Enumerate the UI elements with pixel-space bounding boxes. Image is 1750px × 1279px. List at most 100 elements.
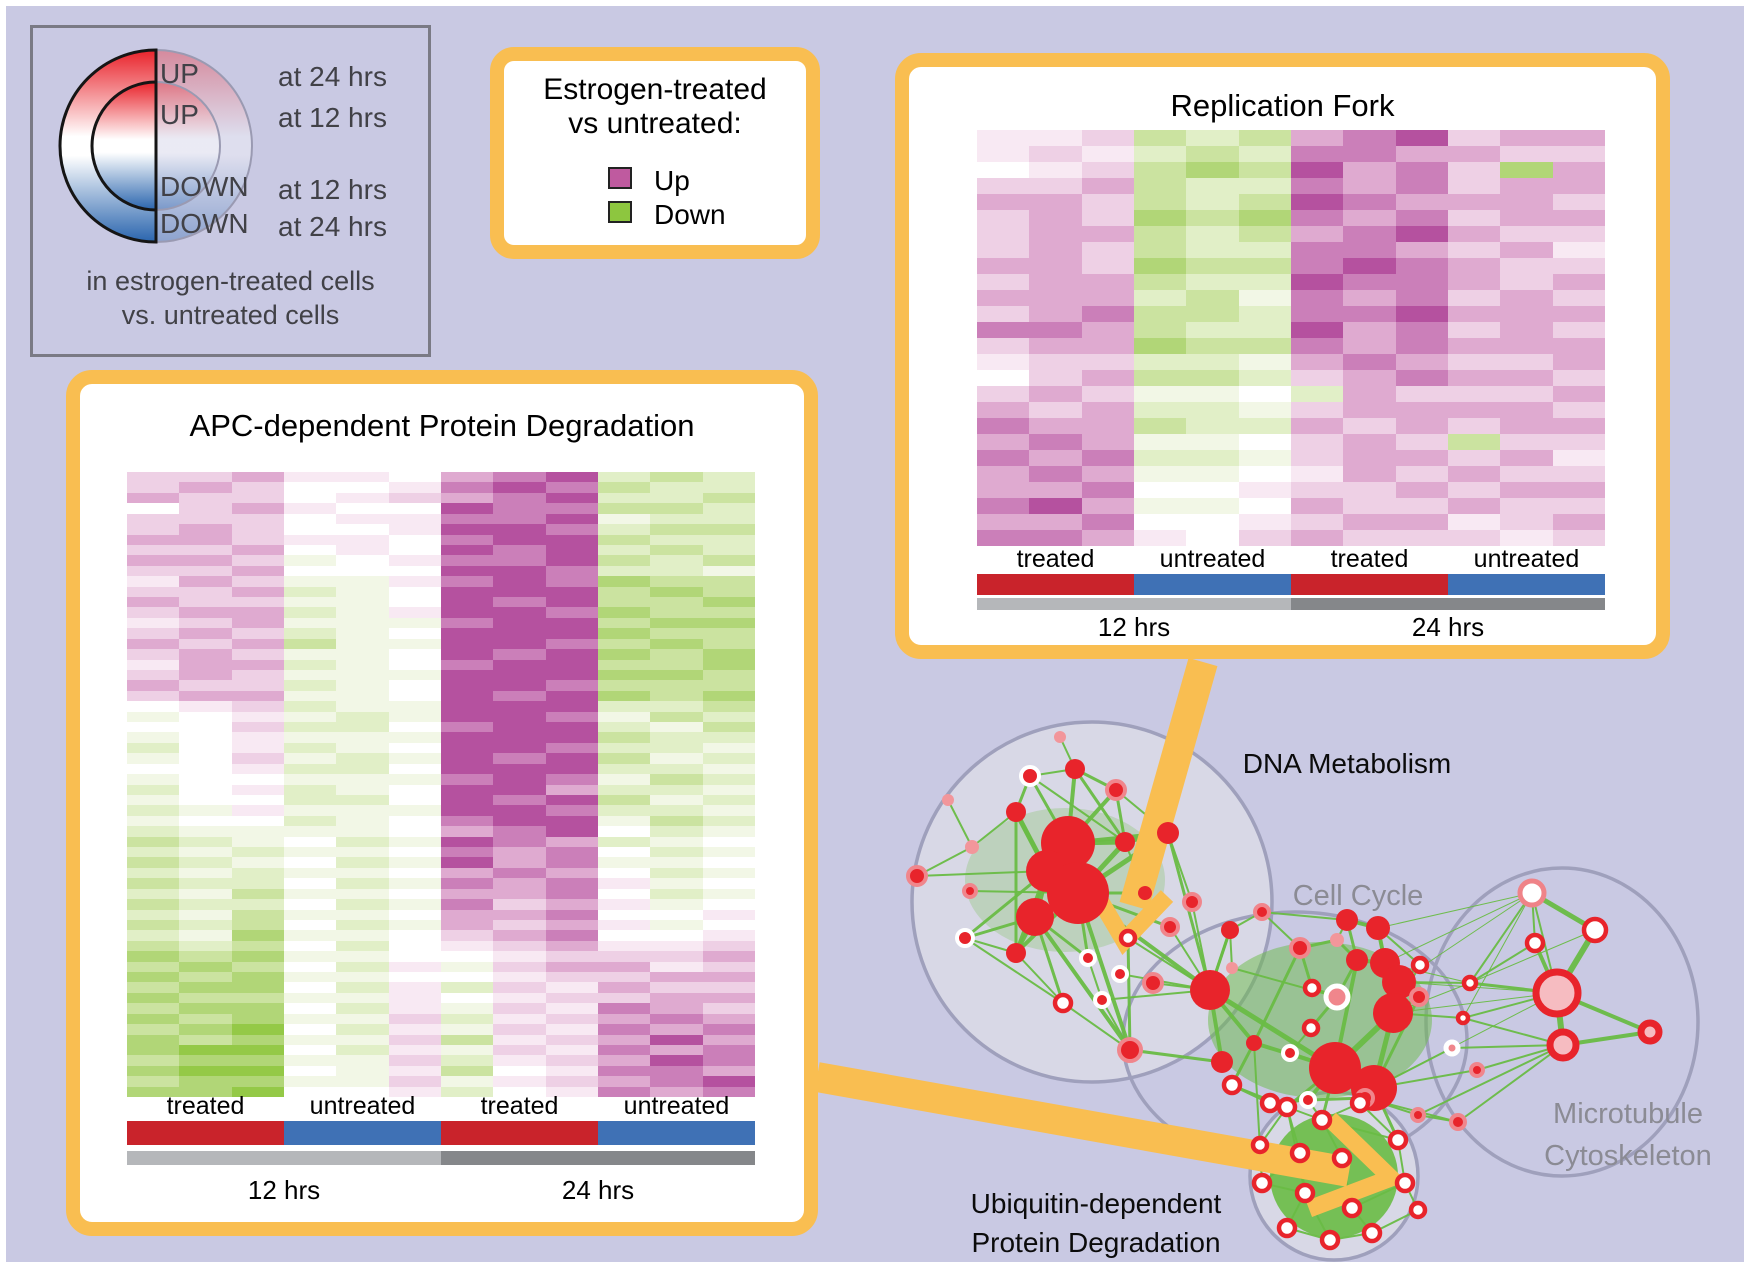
heatmap-cell — [283, 638, 337, 650]
heatmap-cell — [1238, 274, 1291, 290]
heatmap-cell — [545, 805, 598, 816]
heatmap-cell — [977, 162, 1030, 178]
heatmap-cell — [702, 565, 755, 577]
heatmap-cell — [440, 649, 494, 660]
heatmap-cell — [179, 940, 232, 952]
heatmap-cell — [977, 530, 1030, 546]
heatmap-cell — [1186, 242, 1239, 258]
heatmap-cell — [597, 992, 651, 1004]
heatmap-cell — [493, 1055, 546, 1066]
heatmap-cell — [336, 607, 389, 618]
heatmap-cell — [440, 961, 494, 972]
gene-node — [1546, 1028, 1580, 1062]
heatmap-cell — [1081, 418, 1134, 434]
heatmap-cell — [597, 576, 651, 587]
heatmap-cell — [127, 909, 180, 920]
heatmap-cell — [702, 524, 755, 535]
heatmap-cell — [1186, 194, 1239, 210]
heatmap-cell — [1500, 322, 1553, 338]
heatmap-cell — [1238, 338, 1291, 354]
heatmap-cell — [1133, 434, 1187, 450]
interaction-edge — [1457, 1044, 1564, 1123]
heatmap-cell — [1133, 402, 1187, 418]
sample-bar-untreated — [1134, 574, 1291, 595]
heatmap-cell — [127, 930, 180, 941]
heatmap-cell — [1395, 498, 1448, 514]
heatmap-cell — [650, 774, 703, 785]
heatmap-cell — [440, 680, 494, 691]
heatmap-cell — [283, 930, 337, 941]
heatmap-cell — [1029, 130, 1082, 146]
heatmap-cell — [440, 1024, 494, 1035]
heatmap-cell — [702, 669, 755, 681]
gene-node — [1637, 1019, 1663, 1045]
interaction-edge — [1469, 942, 1536, 984]
heatmap-cell — [1343, 338, 1396, 354]
sample-bar-untreated — [284, 1121, 441, 1145]
heatmap-cell — [1238, 194, 1291, 210]
heatmap-cell — [336, 753, 389, 764]
gene-node — [1341, 1197, 1363, 1219]
heatmap-cell — [179, 1013, 232, 1025]
heatmap-cell — [231, 1044, 284, 1056]
heatmap-cell — [388, 909, 441, 920]
heatmap-cell — [231, 763, 284, 775]
heatmap-cell — [1343, 130, 1396, 146]
heatmap-cell — [545, 930, 598, 941]
heatmap-cell — [1343, 242, 1396, 258]
heatmap-cell — [388, 544, 441, 556]
heatmap-cell — [493, 628, 546, 639]
heatmap-cell — [179, 1044, 232, 1056]
heatmap-cell — [1186, 146, 1239, 162]
heatmap-cell — [1552, 386, 1605, 402]
heatmap-cell — [1133, 338, 1187, 354]
heatmap-cell — [127, 597, 180, 608]
heatmap-cell — [440, 701, 494, 712]
heatmap-cell — [493, 972, 546, 983]
heatmap-cell — [545, 607, 598, 618]
heatmap-cell — [388, 951, 441, 962]
heatmap-cell — [440, 669, 494, 681]
heatmap-cell — [1081, 450, 1134, 466]
heatmap-cell — [1343, 306, 1396, 322]
heatmap-cell — [650, 534, 703, 545]
heatmap-cell — [545, 1076, 598, 1087]
heatmap-cell — [702, 513, 755, 525]
heatmap-cell — [545, 857, 598, 868]
heatmap-cell — [545, 472, 598, 483]
heatmap-cell — [231, 617, 284, 629]
heatmap-cell — [493, 555, 546, 566]
heatmap-cell — [493, 867, 546, 879]
gene-node — [1259, 1092, 1281, 1114]
heatmap-cell — [179, 909, 232, 920]
heatmap-cell — [1029, 418, 1082, 434]
heatmap-cell — [179, 586, 232, 597]
interaction-edge — [947, 799, 973, 848]
heatmap-cell — [1081, 434, 1134, 450]
heatmap-cell — [1186, 450, 1239, 466]
heatmap-cell — [127, 722, 180, 733]
up-label: Up — [654, 165, 690, 196]
heatmap-cell — [493, 617, 546, 629]
heatmap-cell — [545, 586, 598, 597]
heatmap-cell — [1447, 226, 1501, 242]
heatmap-cell — [597, 722, 651, 733]
heatmap-cell — [283, 992, 337, 1004]
heatmap-cell — [650, 659, 703, 670]
heatmap-cell — [650, 544, 703, 556]
heatmap-cell — [545, 753, 598, 764]
heatmap-cell — [1133, 306, 1187, 322]
updown-legend-box: Estrogen-treated vs untreated: Up Down — [490, 47, 820, 259]
heatmap-cell — [179, 815, 232, 827]
heatmap-cell — [702, 659, 755, 670]
heatmap-cell — [650, 1024, 703, 1035]
gene-node — [1299, 1091, 1317, 1109]
heatmap-cell — [597, 805, 651, 816]
heatmap-cell — [1238, 482, 1291, 498]
gene-node — [1455, 1010, 1471, 1026]
heatmap-cell — [179, 711, 232, 722]
time-label: 24 hrs — [1411, 612, 1485, 642]
heatmap-cell — [650, 524, 703, 535]
heatmap-cell — [1500, 498, 1553, 514]
